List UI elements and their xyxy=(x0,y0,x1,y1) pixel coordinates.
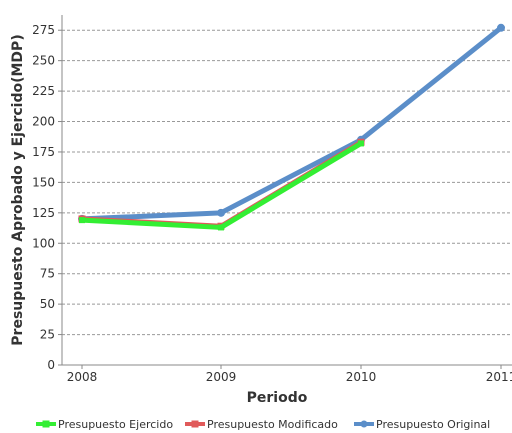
y-tick-label: 275 xyxy=(32,23,55,37)
y-tick-label: 100 xyxy=(32,236,55,250)
x-tick-label: 2010 xyxy=(346,370,377,384)
grid xyxy=(58,29,512,369)
data-point xyxy=(79,217,85,224)
series-line xyxy=(79,25,504,222)
data-point xyxy=(218,224,224,231)
x-tick-label: 2009 xyxy=(206,370,237,384)
x-tick-labels: 2008 2009 2010 2011 xyxy=(67,370,512,384)
y-tick-label: 200 xyxy=(32,115,55,129)
legend-item: Presupuesto Modificado xyxy=(185,418,338,431)
legend-item: Presupuesto Ejercido xyxy=(36,418,173,431)
y-tick-label: 50 xyxy=(40,297,55,311)
y-tick-label: 150 xyxy=(32,175,55,189)
axes xyxy=(61,15,512,366)
legend: Presupuesto Ejercido Presupuesto Modifica… xyxy=(36,418,490,431)
y-tick-label: 75 xyxy=(40,267,55,281)
y-tick-label: 0 xyxy=(47,358,55,372)
legend-label: Presupuesto Ejercido xyxy=(58,418,173,431)
x-tick-label: 2008 xyxy=(67,370,98,384)
legend-label: Presupuesto Modificado xyxy=(207,418,338,431)
legend-label: Presupuesto Original xyxy=(376,418,490,431)
series-presupuesto-original xyxy=(78,23,505,223)
y-tick-label: 250 xyxy=(32,54,55,68)
data-point xyxy=(217,208,225,217)
legend-item: Presupuesto Original xyxy=(354,418,490,431)
x-axis-title: Periodo xyxy=(247,390,308,406)
y-tick-label: 175 xyxy=(32,145,55,159)
legend-marker xyxy=(191,420,199,428)
series-presupuesto-ejercido xyxy=(79,140,364,231)
y-tick-label: 25 xyxy=(40,328,55,342)
legend-marker xyxy=(42,420,50,428)
data-point xyxy=(497,23,505,32)
y-tick-labels: 0 25 50 75 100 125 150 175 200 225 250 275 xyxy=(32,23,55,372)
x-tick-label: 2011 xyxy=(486,370,512,384)
y-axis-title: Presupuesto Aprobado y Ejercido(MDP) xyxy=(10,34,26,345)
legend-marker xyxy=(360,420,368,428)
y-tick-label: 125 xyxy=(32,206,55,220)
y-tick-label: 225 xyxy=(32,84,55,98)
series-lines xyxy=(78,23,505,231)
data-point xyxy=(358,140,364,147)
